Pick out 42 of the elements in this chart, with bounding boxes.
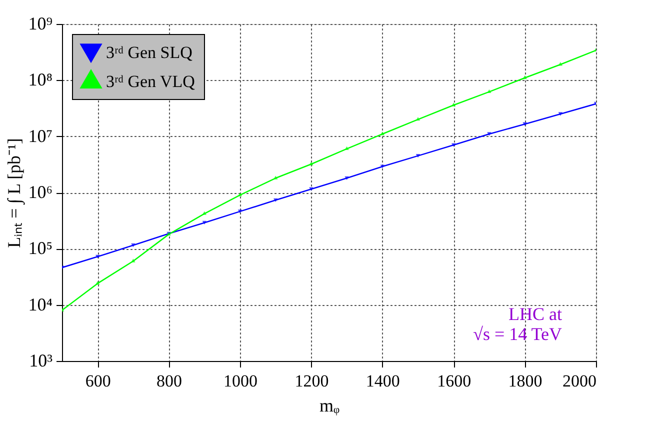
y-tick-label: 10⁹ [28, 14, 52, 34]
y-tick-label: 10⁷ [28, 126, 52, 146]
annotation: LHC at √s = 14 TeV [473, 304, 562, 344]
point [344, 146, 349, 150]
point [309, 162, 314, 166]
legend-label: 3ʳᵈ Gen SLQ [106, 43, 192, 62]
y-tick-label: 10⁶ [28, 182, 52, 202]
legend-label: 3ʳᵈ Gen VLQ [106, 72, 195, 91]
x-tick-label: 600 [85, 372, 111, 390]
line-series [62, 102, 596, 270]
x-tick-label: 1000 [224, 372, 258, 390]
point [487, 132, 492, 136]
point [202, 220, 207, 225]
point [416, 154, 420, 158]
point [344, 176, 349, 180]
point [522, 75, 527, 80]
point [273, 198, 278, 202]
point [487, 89, 492, 94]
point [416, 116, 420, 121]
point [202, 211, 207, 215]
x-tick-label: 1400 [366, 372, 400, 390]
y-tick-label: 10³ [29, 350, 54, 370]
point [95, 254, 100, 259]
x-axis-title: mᵩ [319, 396, 340, 416]
point [238, 192, 242, 196]
point [238, 210, 242, 214]
x-tick-label: 1600 [437, 372, 472, 390]
point [131, 243, 136, 248]
point [380, 164, 385, 168]
x-tick-label: 800 [156, 372, 182, 390]
y-tick-label: 10⁴ [28, 294, 52, 314]
point [522, 122, 527, 126]
point [95, 281, 100, 285]
point [451, 143, 456, 147]
point [131, 258, 136, 262]
y-axis-title: Lᵢₙₜ = ∫ L [pb⁻¹] [4, 138, 26, 248]
x-tick-label: 2000 [562, 372, 596, 390]
y-tick-label: 10⁸ [28, 70, 52, 90]
x-tick-label: 1800 [508, 372, 542, 390]
x-tick-label: 1200 [294, 372, 329, 390]
y-tick-label: 10⁵ [28, 238, 52, 258]
point [558, 112, 563, 116]
